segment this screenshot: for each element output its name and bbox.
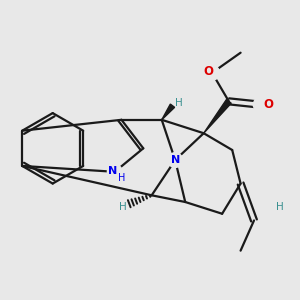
Text: O: O (263, 98, 273, 111)
Text: N: N (170, 155, 180, 165)
Text: H: H (276, 202, 284, 212)
Text: H: H (118, 202, 126, 212)
Circle shape (168, 153, 182, 167)
Polygon shape (162, 104, 175, 120)
Text: H: H (118, 173, 125, 183)
Text: O: O (204, 65, 214, 78)
Circle shape (107, 164, 122, 179)
Circle shape (253, 97, 268, 112)
Polygon shape (204, 100, 231, 133)
Circle shape (205, 65, 220, 80)
Text: N: N (109, 166, 118, 176)
Text: H: H (175, 98, 182, 108)
